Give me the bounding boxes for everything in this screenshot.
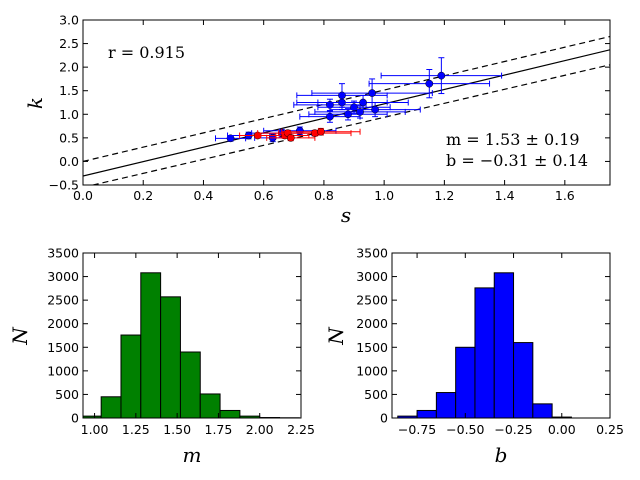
data-point-blue	[380, 57, 503, 95]
confidence-band-lower	[90, 64, 610, 185]
histogram-m-xlabel: m	[183, 443, 202, 467]
histogram-m-bar	[140, 272, 162, 419]
x-tick-label: 0.25	[596, 422, 624, 437]
x-tick-label: 2.25	[287, 422, 315, 437]
marker	[425, 79, 434, 88]
x-tick-label: −0.25	[494, 422, 532, 437]
y-tick-label: 1.5	[59, 83, 79, 98]
histogram-m-bar	[219, 409, 241, 419]
y-tick-label: 0.0	[59, 154, 79, 169]
marker	[295, 126, 304, 135]
marker	[286, 134, 295, 142]
histogram-m-bar	[120, 334, 142, 419]
histogram-b-ylabel: N	[324, 326, 348, 346]
data-point-blue	[311, 78, 433, 108]
histogram-m-frame	[82, 252, 302, 419]
histogram-m-bar	[199, 393, 221, 419]
y-tick-label: 2.0	[59, 60, 79, 75]
x-tick-label: 1.00	[81, 422, 109, 437]
x-tick-label: 1.6	[555, 188, 575, 203]
histogram-b-panel: −0.75 −0.50 −0.25 0.00 0.25 0 500 1000 1500 2000 2…	[324, 246, 624, 468]
scatter-panel: 0.0 0.2 0.4 0.6 0.8 1.0 1.2 1.4 1.6−0.50.00.51.0…	[23, 13, 611, 227]
histogram-b-frame	[391, 252, 611, 419]
y-tick-label: 0	[71, 411, 79, 426]
scatter-ylabel: k	[23, 97, 47, 109]
y-tick-label: 3000	[356, 269, 388, 284]
y-tick-label: 0.5	[59, 130, 79, 145]
y-tick-label: 2.5	[59, 36, 79, 51]
y-tick-label: 2000	[356, 316, 388, 331]
x-tick-label: 0.6	[254, 188, 274, 203]
data-point-blue	[308, 108, 388, 121]
data-point-red	[281, 127, 361, 136]
marker	[326, 112, 334, 121]
data-point-blue	[368, 69, 491, 99]
histogram-b-xlabel: b	[495, 443, 508, 467]
x-tick-label: 0.4	[194, 188, 214, 203]
histogram-m-bar	[179, 351, 201, 419]
histogram-m-bar	[100, 396, 122, 419]
y-tick-label: 1.0	[59, 107, 79, 122]
y-tick-label: −0.5	[49, 178, 79, 193]
marker	[338, 91, 346, 100]
y-tick-label: 1500	[47, 340, 79, 355]
marker	[350, 103, 358, 112]
scatter-plot-frame	[82, 19, 611, 186]
y-tick-label: 3500	[356, 246, 388, 261]
x-tick-label: 1.2	[434, 188, 454, 203]
scatter-annotation-r: r = 0.915	[108, 43, 185, 62]
x-tick-label: 0.2	[133, 188, 153, 203]
y-tick-label: 0	[380, 411, 388, 426]
marker	[359, 98, 367, 107]
x-tick-label: 1.75	[205, 422, 233, 437]
marker	[371, 105, 379, 114]
y-tick-label: 2500	[356, 293, 388, 308]
y-tick-label: 2000	[47, 316, 79, 331]
marker	[317, 127, 325, 136]
scatter-xlabel: s	[341, 203, 351, 227]
histogram-m-bar	[160, 296, 181, 419]
x-tick-label: −0.75	[398, 422, 436, 437]
marker	[437, 71, 446, 80]
scatter-annotation-m: m = 1.53 ± 0.19	[446, 130, 580, 149]
histogram-m-ylabel: N	[8, 326, 32, 346]
histogram-b-bar	[474, 287, 495, 419]
x-tick-label: 1.25	[122, 422, 150, 437]
x-tick-label: 0.00	[548, 422, 576, 437]
y-tick-label: 2500	[47, 293, 79, 308]
histogram-b-bar	[435, 392, 457, 419]
histogram-b-bar	[513, 342, 534, 419]
y-tick-label: 1000	[356, 363, 388, 378]
marker	[344, 110, 352, 119]
y-tick-label: 3000	[47, 269, 79, 284]
marker	[368, 89, 376, 97]
x-tick-label: 1.50	[163, 422, 191, 437]
x-tick-label: 1.0	[374, 188, 394, 203]
marker	[226, 134, 235, 143]
scatter-annotation-b: b = −0.31 ± 0.14	[446, 151, 588, 170]
x-tick-label: 0.0	[73, 188, 93, 203]
y-tick-label: 1000	[47, 363, 79, 378]
histogram-b-bar	[455, 346, 476, 419]
histogram-b-bar	[416, 409, 437, 419]
histogram-b-bar	[493, 272, 515, 419]
x-tick-label: −0.50	[446, 422, 484, 437]
y-tick-label: 500	[364, 387, 388, 402]
x-tick-label: 1.4	[495, 188, 515, 203]
x-tick-label: 2.00	[246, 422, 274, 437]
histogram-m-panel: 1.00 1.25 1.50 1.75 2.00 2.25 0 500 1000 1500 2000…	[8, 246, 315, 468]
y-tick-label: 3500	[47, 246, 79, 261]
data-point-blue	[329, 102, 421, 118]
histogram-b-bar	[532, 403, 553, 419]
marker	[356, 108, 364, 116]
y-tick-label: 1500	[356, 340, 388, 355]
x-tick-label: 0.8	[314, 188, 334, 203]
confidence-band-upper	[83, 35, 610, 163]
y-tick-label: 3.0	[59, 13, 79, 28]
y-tick-label: 500	[55, 387, 79, 402]
